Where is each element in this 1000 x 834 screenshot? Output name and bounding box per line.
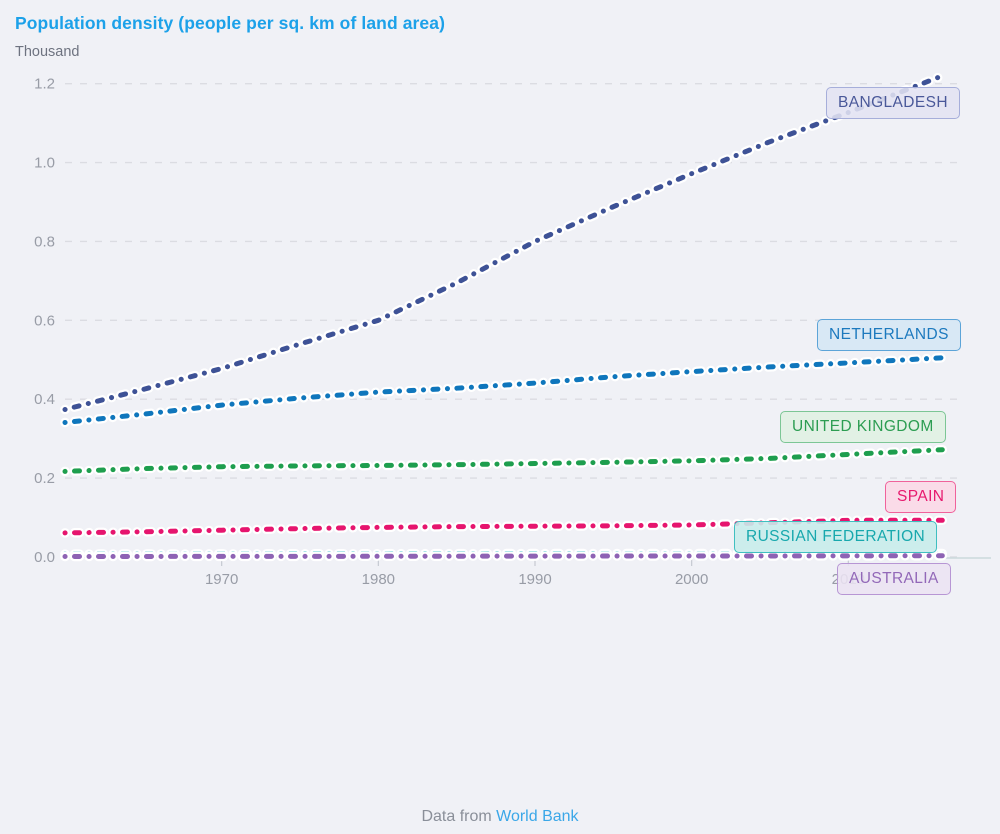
series-label-bangladesh: BANGLADESH — [826, 87, 960, 119]
svg-text:1980: 1980 — [362, 571, 395, 588]
series-label-russian-federation: RUSSIAN FEDERATION — [734, 521, 938, 553]
svg-text:0.2: 0.2 — [34, 470, 55, 487]
svg-text:0.8: 0.8 — [34, 233, 55, 250]
source-link[interactable]: World Bank — [496, 808, 579, 825]
svg-text:1.0: 1.0 — [34, 155, 55, 172]
svg-text:2000: 2000 — [675, 571, 708, 588]
chart-unit-label: Thousand — [15, 44, 80, 60]
series-label-united-kingdom: UNITED KINGDOM — [780, 411, 946, 443]
svg-text:0.6: 0.6 — [34, 312, 55, 329]
series-label-spain: SPAIN — [885, 481, 957, 513]
svg-text:1990: 1990 — [518, 571, 551, 588]
svg-text:0.0: 0.0 — [34, 549, 55, 566]
svg-text:1970: 1970 — [205, 571, 238, 588]
svg-text:1.2: 1.2 — [34, 76, 55, 93]
line-chart-svg: 0.00.20.40.60.81.01.21970198019902000201… — [34, 71, 991, 588]
svg-text:0.4: 0.4 — [34, 391, 55, 408]
plot-area: 0.00.20.40.60.81.01.21970198019902000201… — [34, 71, 991, 595]
series-label-netherlands: NETHERLANDS — [817, 319, 961, 351]
source-note: Data from World Bank — [0, 808, 1000, 826]
source-prefix: Data from — [421, 808, 497, 825]
series-label-australia: AUSTRALIA — [837, 563, 951, 595]
chart-title: Population density (people per sq. km of… — [15, 13, 446, 33]
